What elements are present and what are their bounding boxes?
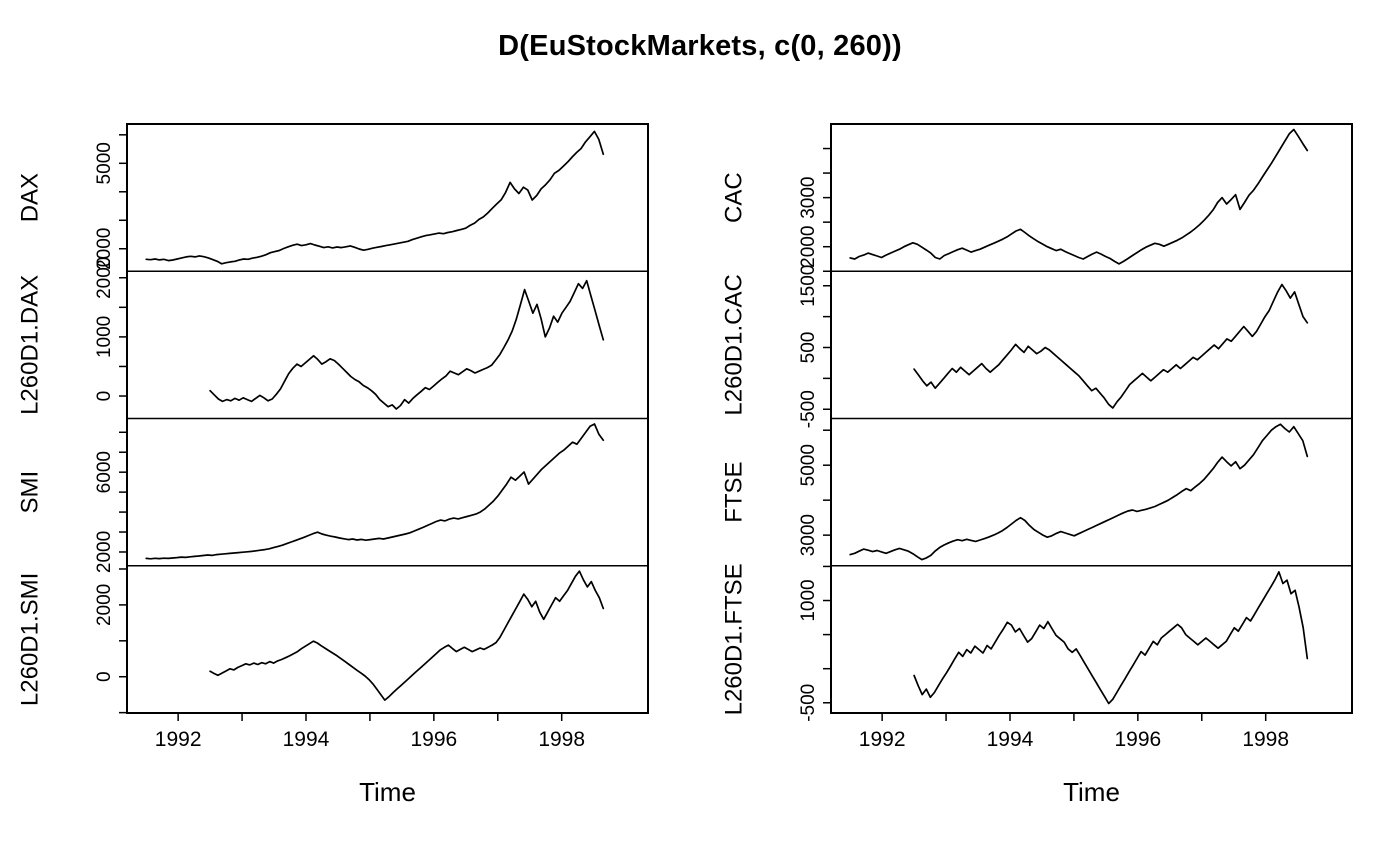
y-tick-label: 1000 — [94, 316, 115, 358]
panel-label-smi: SMI — [16, 471, 43, 514]
y-tick-label: 3000 — [798, 514, 819, 556]
x-axis-title: Time — [1063, 777, 1120, 807]
y-tick-label: 5000 — [798, 444, 819, 486]
y-tick-label: 0 — [94, 391, 115, 402]
series-line-l260d1-cac — [913, 283, 1309, 409]
y-tick-label: 1500 — [798, 265, 819, 307]
x-tick-label: 1992 — [859, 728, 906, 751]
x-tick-label: 1994 — [283, 728, 330, 751]
series-line-l260d1-smi — [209, 570, 605, 701]
series-line-cac — [849, 128, 1309, 265]
panel-label-l260d1-dax: L260D1.DAX — [16, 275, 43, 415]
plot-svg-right: 2000 3000 CAC -500 500 1500 L260D1.CAC 3000 5000… — [720, 123, 1353, 807]
chart-title: D(EuStockMarkets, c(0, 260)) — [498, 30, 902, 62]
panel-label-cac: CAC — [720, 172, 747, 223]
y-tick-label: 1000 — [798, 579, 819, 621]
panel-label-ftse: FTSE — [720, 461, 747, 522]
x-axis-title: Time — [359, 777, 416, 807]
x-tick-label: 1996 — [410, 728, 457, 751]
y-tick-label: -500 — [798, 684, 819, 722]
plot-svg-left: 2000 5000 DAX 0 1000 2000 L260D1.DAX 2000 6000 SM… — [16, 123, 649, 807]
panel-label-l260d1-ftse: L260D1.FTSE — [720, 563, 747, 715]
y-tick-label: 6000 — [94, 451, 115, 493]
series-line-l260d1-dax — [209, 279, 605, 410]
x-tick-label: 1996 — [1114, 728, 1161, 751]
x-tick-label: 1998 — [538, 728, 585, 751]
y-tick-label: 2000 — [94, 531, 115, 573]
y-tick-label: 2000 — [798, 226, 819, 268]
y-tick-label: 0 — [94, 671, 115, 682]
y-tick-label: 2000 — [94, 228, 115, 270]
series-line-ftse — [849, 423, 1309, 561]
y-tick-label: 3000 — [798, 176, 819, 218]
y-tick-label: 5000 — [94, 142, 115, 184]
x-tick-label: 1994 — [987, 728, 1034, 751]
panel-label-l260d1-smi: L260D1.SMI — [16, 573, 43, 706]
series-line-dax — [145, 130, 605, 265]
series-line-l260d1-ftse — [913, 571, 1309, 705]
y-tick-label: 2000 — [94, 257, 115, 299]
series-line-smi — [145, 423, 605, 560]
y-tick-label: 2000 — [94, 584, 115, 626]
panel-label-l260d1-cac: L260D1.CAC — [720, 274, 747, 415]
panel-label-dax: DAX — [16, 173, 43, 222]
x-tick-label: 1998 — [1242, 728, 1289, 751]
y-tick-label: -500 — [798, 390, 819, 428]
y-tick-label: 500 — [798, 332, 819, 364]
x-tick-label: 1992 — [155, 728, 202, 751]
